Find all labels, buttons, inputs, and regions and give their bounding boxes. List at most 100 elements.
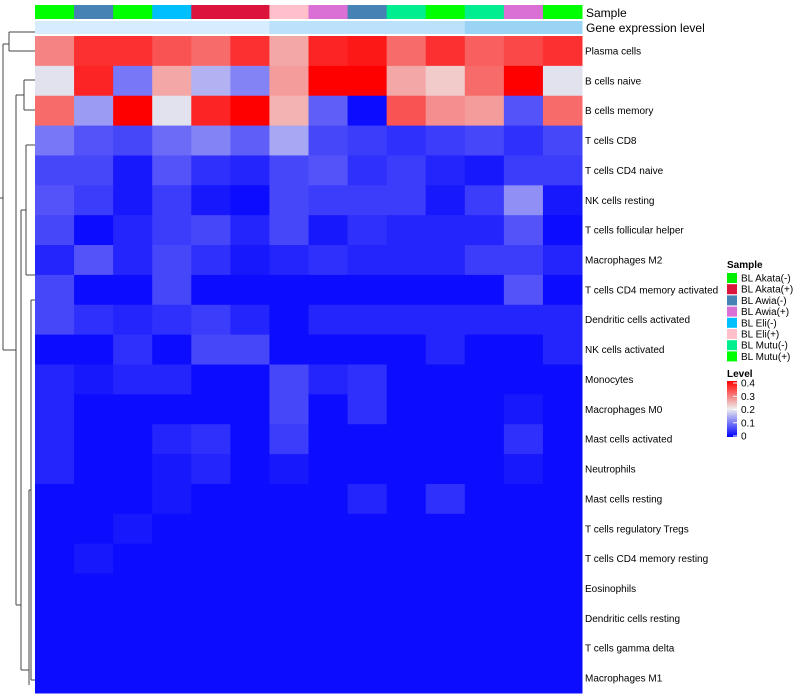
legend-swatch bbox=[727, 273, 737, 283]
level-tick-label: 0.1 bbox=[741, 418, 755, 429]
heatmap-cell bbox=[230, 424, 270, 455]
heatmap-cell bbox=[542, 36, 583, 67]
heatmap-cell bbox=[230, 245, 270, 276]
expression-annotation-label: Gene expression level bbox=[586, 21, 705, 35]
heatmap-cell bbox=[503, 454, 544, 485]
heatmap-cell bbox=[503, 364, 544, 395]
dendrogram-branch bbox=[28, 299, 35, 685]
heatmap-cell bbox=[269, 543, 309, 575]
row-label: Neutrophils bbox=[585, 465, 636, 476]
heatmap-cell bbox=[35, 215, 75, 246]
heatmap-cell bbox=[503, 603, 544, 634]
level-tick-label: 0.4 bbox=[741, 379, 755, 390]
heatmap-cell bbox=[191, 125, 231, 156]
heatmap-cell bbox=[269, 185, 309, 216]
heatmap-cell bbox=[425, 454, 466, 485]
heatmap-cell bbox=[191, 274, 231, 306]
heatmap-cell bbox=[230, 95, 270, 127]
heatmap-cell bbox=[464, 155, 505, 186]
heatmap-cell bbox=[152, 663, 192, 694]
heatmap-cell bbox=[464, 334, 505, 365]
level-tick-label: 0.3 bbox=[741, 392, 755, 403]
heatmap-cell bbox=[152, 125, 192, 156]
heatmap-cell bbox=[152, 573, 192, 604]
dendrogram-branch bbox=[20, 144, 35, 671]
heatmap-cell bbox=[308, 603, 349, 634]
heatmap-cell bbox=[386, 543, 427, 575]
row-label: T cells follicular helper bbox=[585, 226, 684, 237]
heatmap-cell bbox=[542, 454, 583, 485]
heatmap-cell bbox=[191, 215, 231, 246]
heatmap-cell bbox=[191, 633, 231, 664]
heatmap-cell bbox=[542, 603, 583, 634]
heatmap-cell bbox=[503, 185, 544, 216]
row-label: Macrophages M1 bbox=[585, 674, 663, 685]
heatmap-cell bbox=[542, 424, 583, 455]
heatmap-cell bbox=[464, 663, 505, 694]
row-label: T cells regulatory Tregs bbox=[585, 524, 689, 535]
heatmap-cell bbox=[464, 95, 505, 127]
heatmap-cell bbox=[464, 215, 505, 246]
heatmap-cell bbox=[74, 483, 114, 515]
heatmap-cell bbox=[347, 364, 388, 395]
heatmap-cell bbox=[269, 215, 309, 246]
legend-entry-label: BL Akata(+) bbox=[741, 285, 793, 296]
legend-swatch bbox=[727, 317, 737, 328]
heatmap-cell bbox=[191, 543, 231, 575]
row-label: Macrophages M2 bbox=[585, 255, 663, 266]
expression-annotation-cell bbox=[35, 21, 75, 34]
heatmap-cell bbox=[347, 245, 388, 276]
sample-annotation-cell bbox=[347, 5, 388, 19]
heatmap-cell bbox=[74, 454, 114, 485]
sample-annotation-cell bbox=[542, 5, 583, 19]
heatmap-cell bbox=[191, 245, 231, 276]
level-legend-title: Level bbox=[727, 369, 753, 380]
legend-entry-label: BL Mutu(+) bbox=[741, 352, 790, 363]
heatmap-cell bbox=[35, 543, 75, 575]
heatmap-cell bbox=[386, 65, 427, 97]
sample-annotation-cell bbox=[152, 5, 192, 19]
heatmap-cell bbox=[464, 65, 505, 97]
sample-annotation-cell bbox=[464, 5, 505, 19]
heatmap-cell bbox=[269, 663, 309, 694]
legend-entry-label: BL Eli(+) bbox=[741, 330, 779, 341]
row-label: Mast cells activated bbox=[585, 435, 672, 446]
heatmap-cell bbox=[269, 274, 309, 306]
heatmap-cell bbox=[230, 185, 270, 216]
heatmap-cell bbox=[464, 185, 505, 216]
heatmap-cell bbox=[464, 364, 505, 395]
heatmap-cell bbox=[308, 155, 349, 186]
heatmap-cell bbox=[152, 394, 192, 425]
heatmap-cell bbox=[308, 513, 349, 545]
sample-annotation-cell bbox=[308, 5, 349, 19]
heatmap-cell bbox=[464, 513, 505, 545]
sample-annotation-cell bbox=[425, 5, 466, 19]
heatmap-cell bbox=[191, 454, 231, 485]
heatmap-cell bbox=[191, 364, 231, 395]
row-label: Dendritic cells resting bbox=[585, 614, 680, 625]
heatmap-cell bbox=[503, 65, 544, 97]
row-label: Macrophages M0 bbox=[585, 405, 663, 416]
heatmap-cell bbox=[35, 603, 75, 634]
heatmap-cell bbox=[230, 573, 270, 604]
heatmap-cell bbox=[269, 334, 309, 365]
heatmap-cell bbox=[386, 36, 427, 67]
heatmap-cell bbox=[152, 274, 192, 306]
heatmap-cell bbox=[347, 633, 388, 664]
heatmap-cell bbox=[35, 245, 75, 276]
heatmap-cell bbox=[308, 304, 349, 336]
heatmap-cell bbox=[542, 513, 583, 545]
heatmap-cell bbox=[308, 573, 349, 604]
heatmap-cell bbox=[74, 663, 114, 694]
sample-legend-title: Sample bbox=[727, 260, 763, 271]
expression-annotation-cell bbox=[191, 21, 231, 34]
heatmap-cell bbox=[425, 394, 466, 425]
heatmap-cell bbox=[503, 125, 544, 156]
heatmap-cell bbox=[386, 424, 427, 455]
heatmap-cell bbox=[425, 663, 466, 694]
heatmap-cell bbox=[152, 483, 192, 515]
heatmap-cell bbox=[425, 573, 466, 604]
heatmap-cell bbox=[35, 95, 75, 127]
heatmap-cell bbox=[269, 513, 309, 545]
sample-annotation-cell bbox=[230, 5, 270, 19]
